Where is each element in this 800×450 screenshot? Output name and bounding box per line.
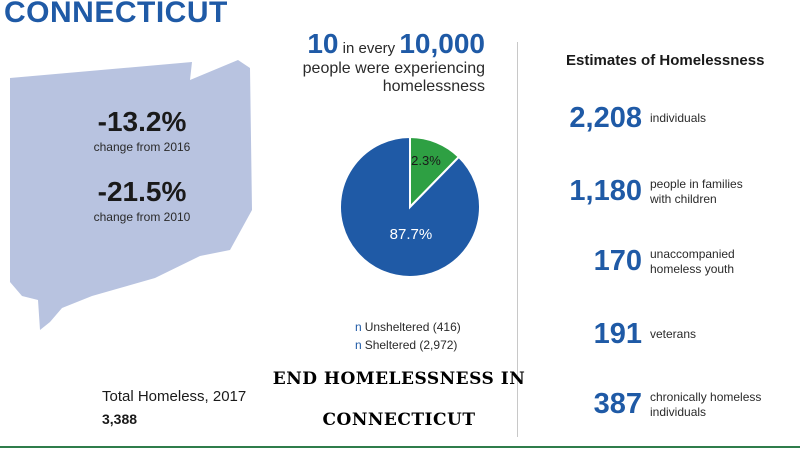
total-homeless-label: Total Homeless, 2017 bbox=[102, 388, 247, 405]
change-2010-value: -21.5% bbox=[97, 176, 187, 207]
estimate-desc: unaccompanied homeless youth bbox=[650, 246, 735, 276]
column-divider bbox=[517, 42, 518, 437]
estimate-row: 1,180 people in families with children bbox=[530, 175, 790, 208]
headline-number: 10 bbox=[307, 28, 339, 59]
change-2010-label: change from 2010 bbox=[93, 210, 191, 224]
pie-legend: n Unsheltered (416) n Sheltered (2,972) bbox=[355, 318, 461, 354]
total-homeless-value: 3,388 bbox=[102, 411, 138, 427]
estimate-desc: individuals bbox=[650, 111, 707, 125]
estimate-number: 2,208 bbox=[569, 102, 642, 134]
pie-label-unsheltered: 12.3% bbox=[404, 153, 441, 168]
estimate-number: 387 bbox=[593, 388, 642, 420]
change-2016-stat: -13.2% change from 2016 bbox=[72, 106, 212, 155]
estimate-desc: people in families with children bbox=[650, 176, 743, 206]
change-2016-value: -13.2% bbox=[97, 106, 187, 137]
estimate-desc: chronically homeless individuals bbox=[650, 389, 762, 419]
total-homeless: Total Homeless, 2017 3,388 bbox=[102, 388, 246, 427]
pie-slice-sheltered bbox=[339, 135, 481, 278]
headline-line3: homelessness bbox=[382, 78, 485, 96]
estimate-row: 387 chronically homeless individuals bbox=[530, 388, 790, 421]
estimate-row: 191 veterans bbox=[530, 318, 790, 351]
state-title: CONNECTICUT bbox=[4, 0, 228, 29]
estimate-number: 1,180 bbox=[569, 175, 642, 207]
legend-text: Unsheltered (416) bbox=[364, 320, 461, 334]
legend-marker: n bbox=[355, 338, 362, 352]
estimate-desc: veterans bbox=[650, 327, 697, 341]
headline-number-b: 10,000 bbox=[399, 28, 485, 59]
change-2016-label: change from 2016 bbox=[93, 140, 191, 154]
connecticut-map-shape bbox=[10, 60, 252, 330]
estimates-title: Estimates of Homelessness bbox=[566, 52, 765, 69]
estimate-row: 170 unaccompanied homeless youth bbox=[530, 245, 790, 278]
headline-in-every: in every bbox=[342, 40, 396, 57]
legend-item-unsheltered: n Unsheltered (416) bbox=[355, 318, 461, 336]
estimate-row: 2,208 individuals bbox=[530, 102, 790, 135]
overlay-caption-line2: CONNECTICUT bbox=[322, 410, 476, 430]
bottom-rule bbox=[0, 446, 800, 448]
headline-line2: people were experiencing bbox=[302, 60, 485, 77]
headline: 10 in every 10,000 people were experienc… bbox=[285, 28, 485, 97]
change-2010-stat: -21.5% change from 2010 bbox=[72, 176, 212, 225]
legend-marker: n bbox=[355, 320, 362, 334]
legend-text: Sheltered (2,972) bbox=[364, 338, 458, 352]
estimate-number: 191 bbox=[593, 318, 642, 350]
overlay-caption-line1: END HOMELESSNESS IN bbox=[272, 369, 526, 389]
shelter-pie-chart: 12.3% 87.7% bbox=[339, 135, 481, 278]
legend-item-sheltered: n Sheltered (2,972) bbox=[355, 336, 461, 354]
pie-label-sheltered: 87.7% bbox=[390, 226, 433, 243]
estimate-number: 170 bbox=[593, 245, 642, 277]
